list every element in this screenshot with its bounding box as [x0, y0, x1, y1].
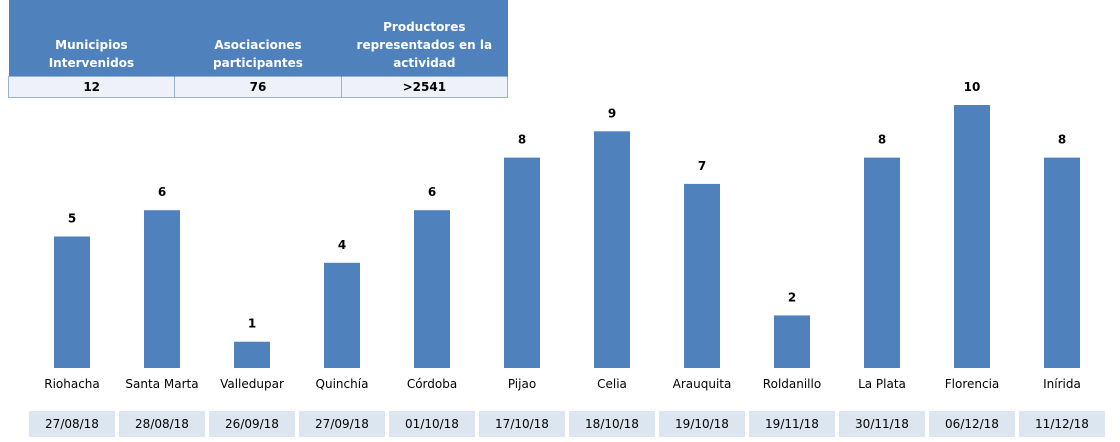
date-cell: 26/09/18	[209, 411, 295, 437]
category-label: Pijao	[507, 377, 537, 391]
bar	[324, 262, 360, 368]
category-label: Florencia	[944, 377, 1000, 391]
bar	[594, 131, 630, 368]
date-cell: 27/08/18	[29, 411, 115, 437]
category-label: Valledupar	[220, 377, 284, 391]
bar	[414, 210, 450, 368]
bar	[864, 157, 900, 368]
bar	[684, 183, 720, 368]
date-cell: 19/11/18	[749, 411, 835, 437]
category-label: La Plata	[858, 377, 906, 391]
category-label: Roldanillo	[762, 377, 822, 391]
table-header: Productores representados en la activida…	[341, 0, 509, 77]
category-label: Córdoba	[406, 377, 458, 391]
date-cell: 18/10/18	[569, 411, 655, 437]
date-cell: 28/08/18	[119, 411, 205, 437]
bar	[774, 315, 810, 368]
data-label: 2	[788, 290, 796, 304]
bar	[234, 341, 270, 368]
category-label: Celia	[597, 377, 627, 391]
data-label: 7	[698, 159, 706, 173]
data-label: 4	[338, 238, 346, 252]
data-label: 9	[608, 106, 616, 120]
data-label: 6	[428, 185, 436, 199]
bar	[504, 157, 540, 368]
data-label: 8	[1058, 133, 1066, 147]
data-label: 1	[248, 317, 256, 331]
table-header: Municipios Intervenidos	[8, 0, 176, 77]
table-cell: >2541	[340, 76, 509, 98]
category-label: Riohacha	[44, 377, 100, 391]
data-label: 5	[68, 212, 76, 226]
table-cell: 76	[174, 76, 342, 98]
date-cell: 06/12/18	[929, 411, 1015, 437]
data-label: 10	[964, 80, 981, 94]
date-cell: 11/12/18	[1019, 411, 1105, 437]
category-label: Quinchía	[315, 377, 369, 391]
bar	[54, 236, 90, 368]
category-label: Inírida	[1043, 377, 1081, 391]
date-cell: 19/10/18	[659, 411, 745, 437]
bar	[144, 210, 180, 368]
summary-table: Municipios Intervenidos Asociaciones par…	[7, 0, 509, 98]
date-cell: 27/09/18	[299, 411, 385, 437]
table-header: Asociaciones participantes	[174, 0, 342, 77]
data-label: 6	[158, 185, 166, 199]
data-label: 8	[878, 133, 886, 147]
data-label: 8	[518, 133, 526, 147]
bar	[954, 105, 990, 368]
date-cell: 17/10/18	[479, 411, 565, 437]
category-label: Santa Marta	[125, 377, 199, 391]
date-cell: 30/11/18	[839, 411, 925, 437]
category-label: Arauquita	[672, 377, 732, 391]
date-cell: 01/10/18	[389, 411, 475, 437]
table-cell: 12	[7, 76, 176, 98]
bar	[1044, 157, 1080, 368]
